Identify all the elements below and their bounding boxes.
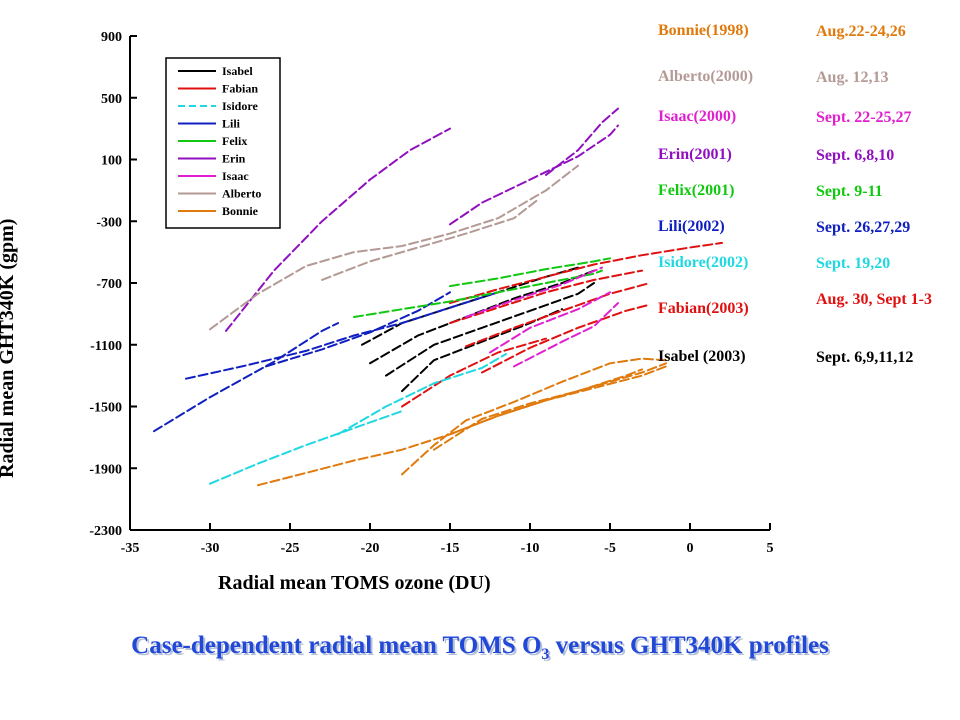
x-tick-label: -25 bbox=[281, 541, 300, 556]
x-tick-label: -5 bbox=[604, 541, 616, 556]
x-tick-label: 0 bbox=[687, 541, 694, 556]
y-tick-label: -700 bbox=[96, 277, 122, 292]
series-line bbox=[209, 164, 579, 331]
series-line bbox=[337, 353, 507, 436]
case-name: Felix(2001) bbox=[658, 182, 735, 199]
y-axis-title: Radial mean GHT340K (gpm) bbox=[0, 218, 18, 478]
series-line bbox=[449, 257, 611, 288]
series-felix bbox=[353, 257, 611, 318]
series-line bbox=[209, 410, 403, 485]
legend-label: Isidore bbox=[222, 99, 258, 113]
case-dates: Aug. 12,13 bbox=[816, 69, 889, 86]
y-tick-label: 100 bbox=[101, 154, 122, 169]
y-tick-label: -1500 bbox=[89, 401, 122, 416]
series-line bbox=[353, 269, 603, 318]
series-line bbox=[481, 303, 651, 374]
x-tick-label: -15 bbox=[441, 541, 460, 556]
series-line bbox=[465, 266, 603, 318]
y-tick-label: -1900 bbox=[89, 462, 122, 477]
legend-label: Alberto bbox=[222, 187, 261, 201]
series-isidore bbox=[209, 353, 507, 485]
x-axis-title: Radial mean TOMS ozone (DU) bbox=[218, 572, 491, 594]
series-line bbox=[321, 198, 539, 281]
legend-label: Isabel bbox=[222, 64, 253, 78]
series-line bbox=[545, 107, 619, 176]
case-name: Isaac(2000) bbox=[658, 108, 737, 125]
x-tick-label: -35 bbox=[121, 541, 140, 556]
series-lili bbox=[153, 291, 499, 433]
series-line bbox=[449, 241, 723, 305]
series-line bbox=[153, 322, 339, 433]
y-tick-label: 900 bbox=[101, 30, 122, 45]
legend-label: Isaac bbox=[222, 169, 249, 183]
case-name: Bonnie(1998) bbox=[658, 22, 749, 39]
y-tick-label: 500 bbox=[101, 92, 122, 107]
case-dates: Sept. 6,9,11,12 bbox=[816, 349, 914, 366]
case-dates: Sept. 9-11 bbox=[816, 183, 883, 200]
case-name: Lili(2002) bbox=[658, 218, 725, 235]
series-line bbox=[185, 291, 499, 380]
series-line bbox=[265, 291, 451, 368]
case-name: Fabian(2003) bbox=[658, 300, 749, 317]
case-dates: Sept. 6,8,10 bbox=[816, 147, 895, 164]
x-tick-label: -10 bbox=[521, 541, 540, 556]
legend-label: Fabian bbox=[222, 82, 258, 96]
legend-label: Lili bbox=[222, 117, 241, 131]
caption-suffix: versus GHT340K profiles bbox=[549, 632, 829, 659]
series-line bbox=[465, 282, 651, 348]
legend-label: Erin bbox=[222, 152, 246, 166]
case-dates: Aug.22-24,26 bbox=[816, 23, 906, 40]
legend-label: Bonnie bbox=[222, 204, 259, 218]
series-line bbox=[513, 302, 619, 368]
series-line bbox=[449, 362, 667, 436]
series-line bbox=[449, 124, 619, 226]
y-tick-label: -2300 bbox=[89, 524, 122, 539]
series-erin bbox=[225, 107, 619, 332]
series-alberto bbox=[209, 164, 579, 331]
series-line bbox=[385, 282, 595, 377]
case-dates: Sept. 22-25,27 bbox=[816, 109, 912, 126]
case-dates: Sept. 19,20 bbox=[816, 255, 891, 272]
y-tick-label: -300 bbox=[96, 215, 122, 230]
series-line bbox=[401, 337, 547, 408]
caption-prefix: Case-dependent radial mean TOMS O bbox=[131, 632, 542, 659]
legend-box bbox=[165, 57, 281, 229]
case-name: Erin(2001) bbox=[658, 146, 732, 163]
legend-label: Felix bbox=[222, 134, 247, 148]
x-tick-label: 5 bbox=[767, 541, 774, 556]
caption-subscript: 3 bbox=[541, 646, 550, 663]
x-tick-label: -30 bbox=[201, 541, 220, 556]
series-line bbox=[401, 357, 667, 476]
x-tick-label: -20 bbox=[361, 541, 380, 556]
figure-caption: Case-dependent radial mean TOMS O3 versu… bbox=[0, 632, 960, 664]
case-name: Isidore(2002) bbox=[658, 254, 749, 271]
case-name: Alberto(2000) bbox=[658, 68, 754, 85]
y-tick-label: -1100 bbox=[90, 339, 122, 354]
series-line bbox=[449, 269, 643, 325]
series-bonnie bbox=[257, 357, 667, 487]
case-dates: Sept. 26,27,29 bbox=[816, 219, 911, 236]
series-line bbox=[225, 127, 451, 332]
series-fabian bbox=[401, 241, 723, 408]
case-name: Isabel (2003) bbox=[658, 348, 746, 365]
series-line bbox=[489, 291, 611, 354]
series-isaac bbox=[465, 266, 619, 368]
case-dates: Aug. 30, Sept 1-3 bbox=[816, 291, 933, 308]
